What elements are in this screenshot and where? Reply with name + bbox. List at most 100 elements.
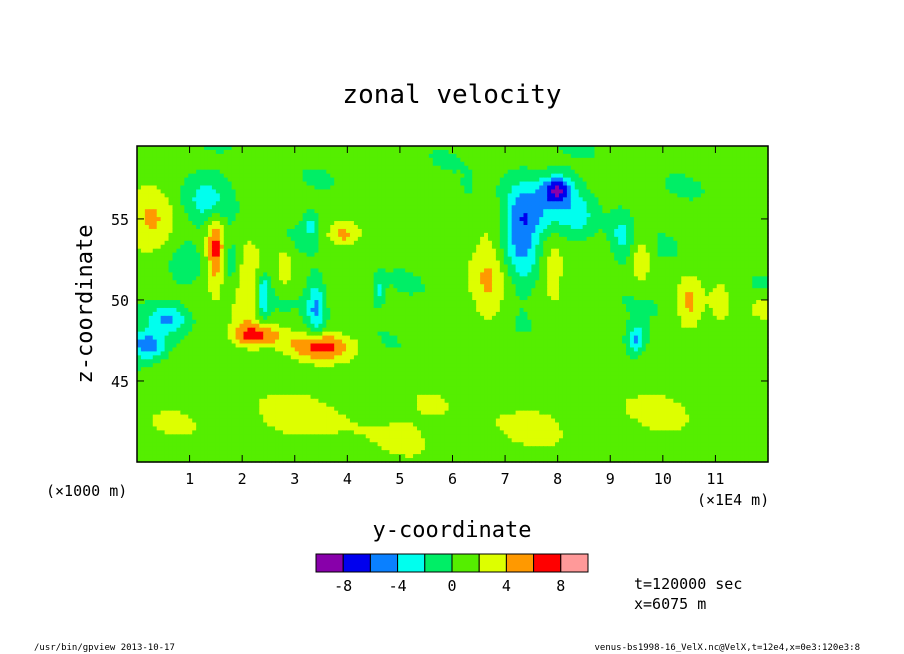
heatmap-cell <box>448 157 454 163</box>
heatmap-cell <box>732 146 738 151</box>
heatmap-cell <box>318 177 323 183</box>
heatmap-cell <box>700 157 706 163</box>
heatmap-cell <box>764 213 769 218</box>
heatmap-cell <box>558 240 564 246</box>
heatmap-cell <box>527 209 532 214</box>
heatmap-cell <box>720 153 726 159</box>
heatmap-cell <box>539 225 544 230</box>
heatmap-cell <box>172 161 178 167</box>
heatmap-cell <box>574 201 580 206</box>
heatmap-cell <box>357 201 363 206</box>
heatmap-cell <box>326 149 331 155</box>
heatmap-cell <box>649 217 655 222</box>
heatmap-cell <box>409 256 414 262</box>
heatmap-cell <box>369 197 375 202</box>
heatmap-cell <box>353 197 359 202</box>
heatmap-cell <box>346 236 351 242</box>
heatmap-cell <box>736 146 741 151</box>
heatmap-cell <box>586 225 592 230</box>
heatmap-cell <box>594 260 600 266</box>
heatmap-cell <box>618 264 623 270</box>
heatmap-cell <box>318 181 323 187</box>
heatmap-cell <box>172 169 178 175</box>
heatmap-cell <box>282 193 288 198</box>
heatmap-cell <box>377 193 383 198</box>
heatmap-cell <box>448 209 454 214</box>
heatmap-cell <box>436 217 442 222</box>
heatmap-cell <box>629 197 635 202</box>
heatmap-cell <box>215 205 221 210</box>
heatmap-cell <box>137 209 142 214</box>
heatmap-cell <box>590 149 596 155</box>
heatmap-cell <box>598 177 603 183</box>
heatmap-cell <box>164 228 170 234</box>
heatmap-cell <box>732 185 738 191</box>
heatmap-cell <box>353 149 359 155</box>
heatmap-cell <box>760 252 765 258</box>
heatmap-cell <box>306 181 312 187</box>
heatmap-cell <box>401 228 406 234</box>
heatmap-cell <box>633 185 639 191</box>
heatmap-cell <box>207 244 213 250</box>
heatmap-cell <box>168 264 174 270</box>
heatmap-cell <box>547 201 552 206</box>
heatmap-cell <box>334 217 339 222</box>
heatmap-cell <box>685 213 690 218</box>
heatmap-cell <box>519 240 525 246</box>
heatmap-cell <box>310 264 316 270</box>
heatmap-cell <box>196 185 201 191</box>
heatmap-cell <box>298 173 304 179</box>
heatmap-cell <box>251 213 256 218</box>
heatmap-cell <box>219 205 225 210</box>
heatmap-cell <box>137 240 142 246</box>
heatmap-cell <box>152 185 158 191</box>
heatmap-cell <box>629 165 635 171</box>
heatmap-cell <box>456 244 461 250</box>
heatmap-cell <box>764 221 769 226</box>
heatmap-cell <box>440 169 446 175</box>
heatmap-cell <box>511 221 517 226</box>
heatmap-cell <box>495 193 501 198</box>
heatmap-cell <box>547 181 552 187</box>
heatmap-cell <box>389 252 394 258</box>
heatmap-cell <box>342 189 347 194</box>
heatmap-cell <box>456 153 461 159</box>
heatmap-cell <box>432 256 438 262</box>
heatmap-cell <box>527 228 532 234</box>
heatmap-cell <box>204 205 209 210</box>
heatmap-cell <box>633 232 639 238</box>
heatmap-cell <box>700 201 706 206</box>
heatmap-cell <box>204 149 209 155</box>
heatmap-cell <box>381 209 387 214</box>
heatmap-cell <box>298 185 304 191</box>
heatmap-cell <box>744 236 749 242</box>
heatmap-cell <box>196 169 201 175</box>
heatmap-cell <box>535 161 540 167</box>
heatmap-cell <box>259 228 264 234</box>
heatmap-cell <box>267 165 272 171</box>
heatmap-cell <box>326 169 331 175</box>
heatmap-cell <box>215 213 221 218</box>
heatmap-cell <box>551 189 556 194</box>
heatmap-cell <box>326 177 331 183</box>
heatmap-cell <box>223 185 229 191</box>
heatmap-cell <box>436 213 442 218</box>
heatmap-cell <box>558 248 564 254</box>
heatmap-cell <box>484 209 489 214</box>
heatmap-cell <box>314 209 320 214</box>
heatmap-cell <box>389 149 394 155</box>
heatmap-cell <box>219 248 225 254</box>
heatmap-cell <box>306 173 312 179</box>
heatmap-cell <box>704 149 710 155</box>
heatmap-cell <box>460 244 465 250</box>
heatmap-cell <box>708 221 714 226</box>
heatmap-cell <box>456 225 461 230</box>
heatmap-cell <box>673 153 678 159</box>
heatmap-cell <box>712 205 718 210</box>
heatmap-cell <box>227 189 233 194</box>
heatmap-cell <box>381 181 387 187</box>
heatmap-cell <box>570 228 576 234</box>
heatmap-cell <box>740 201 745 206</box>
heatmap-cell <box>251 264 256 270</box>
heatmap-cell <box>689 256 694 262</box>
